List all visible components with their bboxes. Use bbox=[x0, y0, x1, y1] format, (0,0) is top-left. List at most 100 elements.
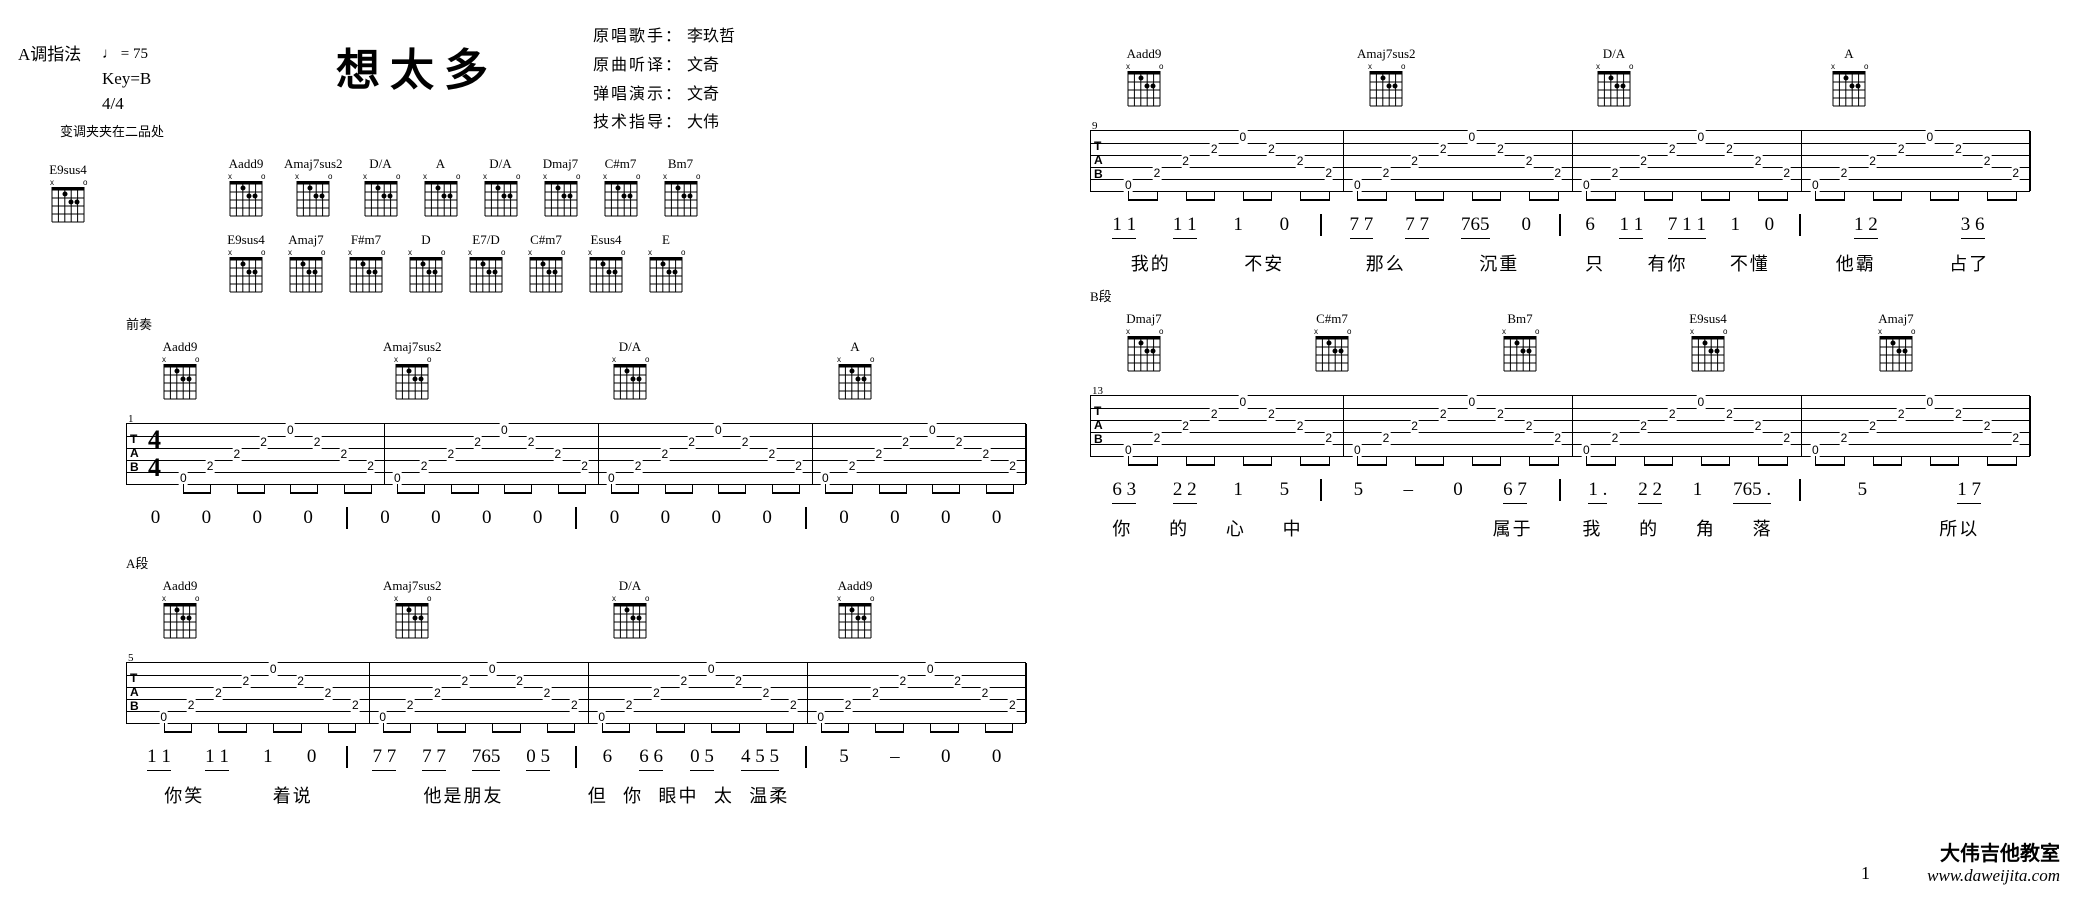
chord-name: Amaj7sus2 bbox=[383, 339, 442, 354]
svg-text:x: x bbox=[162, 355, 166, 364]
chord-amaj7: Amaj7xo bbox=[1874, 311, 1918, 379]
footer: 大伟吉他教室 www.daweijita.com bbox=[1927, 837, 2060, 886]
chord-name: Bm7 bbox=[659, 156, 703, 171]
svg-text:o: o bbox=[636, 172, 641, 181]
tab-staff: TAB4402220222022202220222022202220222 bbox=[126, 423, 1026, 485]
svg-text:x: x bbox=[1502, 327, 1506, 336]
capo-note: 变调夹夹在二品处 bbox=[60, 121, 1020, 140]
chord-aadd9: Aadd9xo bbox=[224, 156, 268, 224]
chord-aadd9: Aadd9xo bbox=[158, 339, 202, 407]
svg-text:o: o bbox=[83, 178, 88, 187]
svg-text:x: x bbox=[603, 172, 607, 181]
chord-e9sus4: E9sus4x o bbox=[46, 162, 90, 230]
chord-e9sus4: E9sus4xo bbox=[1686, 311, 1730, 379]
chord-name: Bm7 bbox=[1498, 311, 1542, 326]
chord-name: Amaj7 bbox=[1874, 311, 1918, 326]
chord-name: A bbox=[419, 156, 463, 171]
chord-fm7: F#m7xo bbox=[344, 232, 388, 300]
chord-bank: Aadd9xoAmaj7sus2xoD/AxoAxoD/AxoDmaj7xoC#… bbox=[216, 152, 711, 304]
svg-text:o: o bbox=[870, 355, 875, 364]
chord-e9sus4: E9sus4xo bbox=[224, 232, 268, 300]
svg-text:x: x bbox=[394, 355, 398, 364]
chord-aadd9: Aadd9xo bbox=[1122, 46, 1166, 114]
system-3: Aadd9xoAmaj7sus2xoD/AxoAxo9TAB0222022202… bbox=[1090, 42, 2030, 276]
chord-e7d: E7/Dxo bbox=[464, 232, 508, 300]
chord-name: Aadd9 bbox=[158, 339, 202, 354]
svg-text:x: x bbox=[1126, 62, 1130, 71]
chord-name: E7/D bbox=[464, 232, 508, 247]
jianpu-row: 6 32 2155–06 71 .2 21765 .51 7 bbox=[1090, 479, 2030, 501]
svg-text:o: o bbox=[427, 355, 432, 364]
chord-cm7: C#m7xo bbox=[524, 232, 568, 300]
fingering-note: A调指法 bbox=[18, 40, 81, 65]
chord-amaj7sus2: Amaj7sus2x o bbox=[383, 339, 442, 407]
chord-name: C#m7 bbox=[524, 232, 568, 247]
chord-name: F#m7 bbox=[344, 232, 388, 247]
lyrics-row: 我的不安那么沉重只有你不懂他霸占了 bbox=[1090, 250, 2030, 276]
chord-name: Amaj7 bbox=[284, 232, 328, 247]
credit-value: 李玖哲 bbox=[686, 24, 736, 51]
system-1: Aadd9xoAmaj7sus2xoD/AxoAxo1TAB4402220222… bbox=[126, 335, 1026, 543]
svg-text:o: o bbox=[621, 248, 626, 257]
svg-text:x: x bbox=[394, 594, 398, 603]
chord-cm7: C#m7xo bbox=[1310, 311, 1354, 379]
key: Key=B bbox=[102, 69, 151, 88]
chord-name: D/A bbox=[1592, 46, 1636, 61]
system-2: Aadd9xoAmaj7sus2xoD/AxoAadd9xo5TAB022202… bbox=[126, 574, 1026, 808]
svg-text:o: o bbox=[261, 248, 266, 257]
svg-text:x: x bbox=[483, 172, 487, 181]
svg-text:o: o bbox=[516, 172, 521, 181]
chord-dmaj7: Dmaj7x o bbox=[539, 156, 583, 224]
chord-a: Axo bbox=[419, 156, 463, 224]
svg-text:o: o bbox=[1347, 327, 1352, 336]
chord-name: A bbox=[833, 339, 877, 354]
svg-text:o: o bbox=[576, 172, 581, 181]
svg-text:x: x bbox=[1126, 327, 1130, 336]
chord-amaj7sus2: Amaj7sus2xo bbox=[383, 578, 442, 646]
credit-label: 技术指导： bbox=[592, 110, 684, 137]
page-number: 1 bbox=[1861, 863, 1870, 884]
svg-text:x: x bbox=[348, 248, 352, 257]
chord-name: D/A bbox=[608, 339, 652, 354]
svg-text:o: o bbox=[1864, 62, 1869, 71]
svg-text:o: o bbox=[1159, 62, 1164, 71]
chord-name: Amaj7sus2 bbox=[284, 156, 343, 171]
svg-text:o: o bbox=[1401, 62, 1406, 71]
svg-text:o: o bbox=[561, 248, 566, 257]
svg-text:x: x bbox=[612, 355, 616, 364]
chord-name: E9sus4 bbox=[224, 232, 268, 247]
svg-text:x: x bbox=[837, 355, 841, 364]
chord-name: Amaj7sus2 bbox=[383, 578, 442, 593]
section-label-b: B段 bbox=[1090, 286, 2070, 305]
chord-da: D/Axo bbox=[608, 339, 652, 407]
svg-text:x: x bbox=[50, 178, 54, 187]
svg-text:o: o bbox=[870, 594, 875, 603]
svg-text:x: x bbox=[1878, 327, 1882, 336]
svg-text:x: x bbox=[363, 172, 367, 181]
svg-text:o: o bbox=[195, 594, 200, 603]
chord-name: E bbox=[644, 232, 688, 247]
chord-name: Dmaj7 bbox=[539, 156, 583, 171]
meta-block: ♩ = 75 Key=B 4/4 bbox=[102, 40, 1020, 117]
svg-text:x: x bbox=[1596, 62, 1600, 71]
svg-text:x: x bbox=[543, 172, 547, 181]
svg-text:o: o bbox=[645, 594, 650, 603]
chord-name: E9sus4 bbox=[46, 162, 90, 177]
chord-cm7: C#m7x o bbox=[599, 156, 643, 224]
tab-staff: TAB02220222022202220222022202220222 bbox=[1090, 130, 2030, 192]
song-title: 想太多 bbox=[336, 34, 498, 98]
chord-name: Aadd9 bbox=[833, 578, 877, 593]
chord-da: D/Axo bbox=[1592, 46, 1636, 114]
chord-name: Aadd9 bbox=[158, 578, 202, 593]
chord-amaj7: Amaj7xo bbox=[284, 232, 328, 300]
chord-name: D/A bbox=[479, 156, 523, 171]
credit-value: 文奇 bbox=[686, 82, 736, 109]
system-4: Dmaj7xoC#m7xoBm7xoE9sus4xoAmaj7xo13TAB02… bbox=[1090, 307, 2030, 541]
svg-text:x: x bbox=[468, 248, 472, 257]
svg-text:o: o bbox=[261, 172, 266, 181]
lyrics-row: 你的心中属于我的角落所以 bbox=[1090, 515, 2030, 541]
svg-text:o: o bbox=[1159, 327, 1164, 336]
svg-text:o: o bbox=[696, 172, 701, 181]
svg-text:x: x bbox=[1831, 62, 1835, 71]
chord-name: C#m7 bbox=[599, 156, 643, 171]
